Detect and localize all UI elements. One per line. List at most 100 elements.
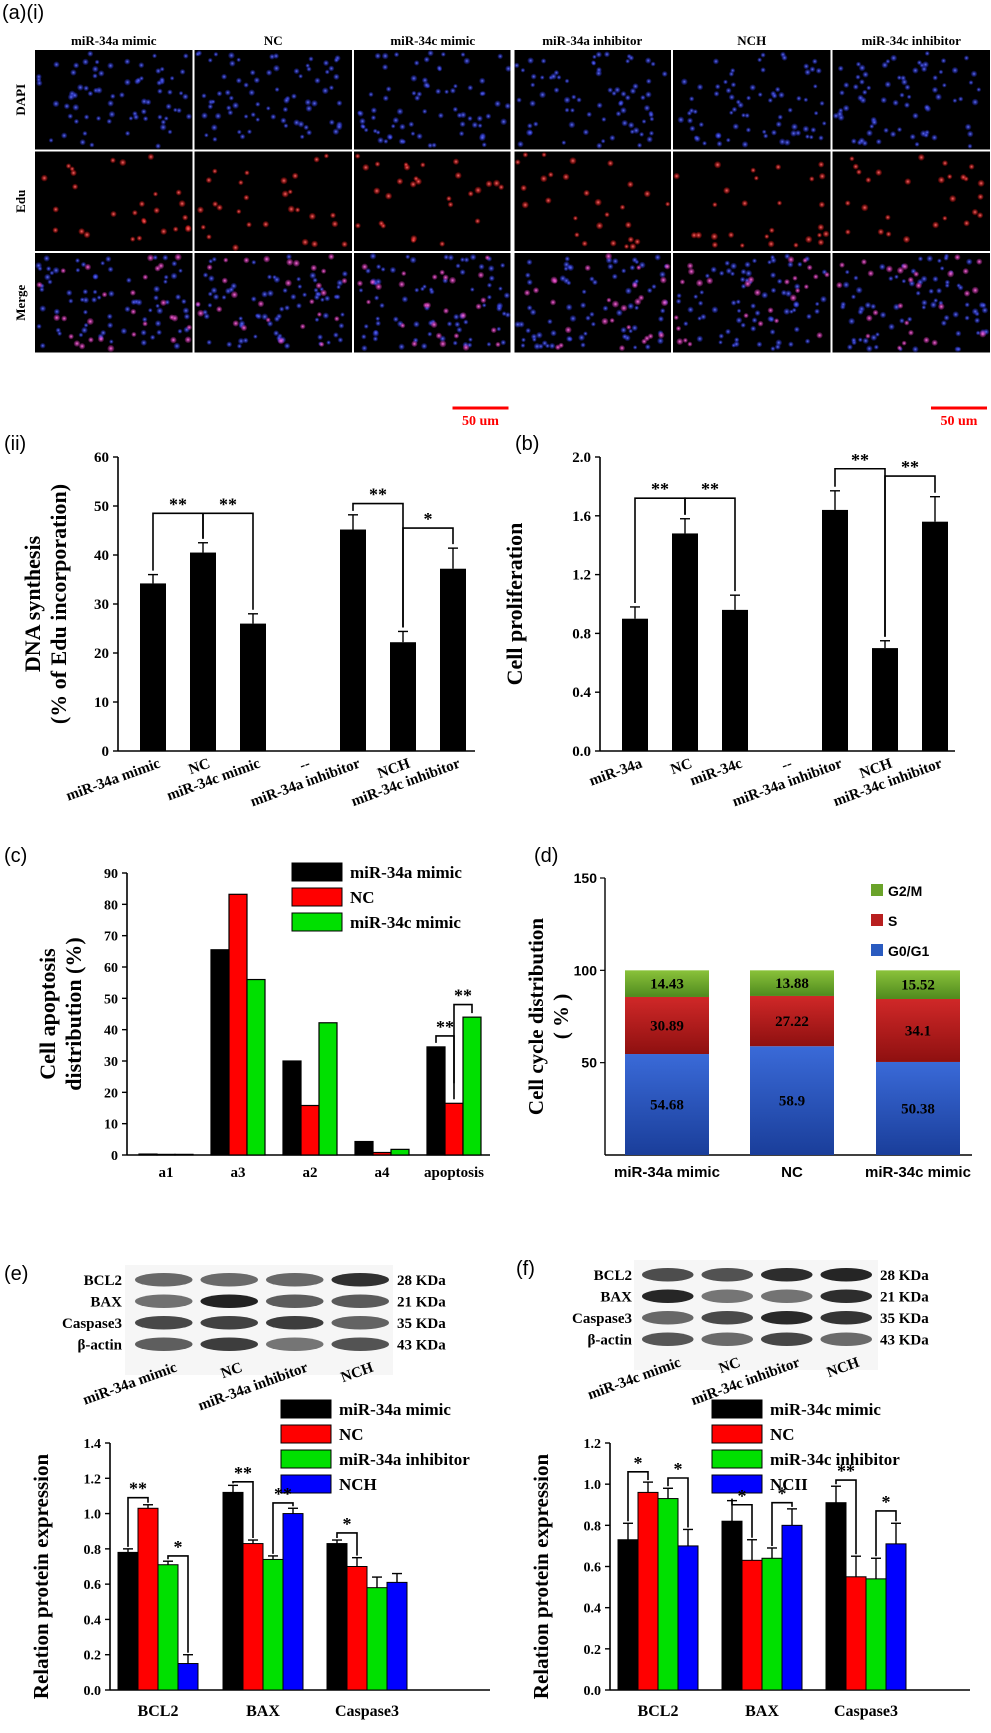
blot-band — [266, 1337, 324, 1351]
dapi-nucleus — [896, 75, 902, 81]
blot-band — [135, 1273, 193, 1287]
edu-nucleus — [160, 228, 168, 235]
chart-cell-apoptosis: 0 10 20 30 40 50 60 70 80 90 Cell apoptosis distrib… — [35, 862, 490, 1181]
edu-nucleus — [960, 174, 967, 181]
dapi-nucleus — [869, 124, 875, 129]
y-tick-label: 10 — [94, 695, 109, 711]
dapi-nucleus — [363, 323, 369, 329]
dapi-nucleus — [843, 82, 850, 89]
significance-label: ** — [369, 485, 387, 505]
micro-panel — [194, 151, 352, 251]
y-tick-label: 30 — [104, 1055, 118, 1070]
dapi-nucleus — [266, 69, 273, 76]
dapi-nucleus — [410, 74, 418, 82]
blot-band — [331, 1316, 389, 1330]
bar — [622, 618, 648, 751]
dapi-nucleus — [751, 317, 758, 324]
dapi-nucleus — [888, 323, 895, 331]
dapi-nucleus — [145, 99, 152, 106]
dapi-nucleus — [569, 315, 577, 322]
x-tick-label: BAX — [745, 1703, 779, 1720]
dapi-nucleus — [155, 303, 160, 309]
blot-kda-label: 43 KDa — [397, 1337, 446, 1353]
dapi-nucleus — [746, 95, 752, 101]
merge-nucleus — [550, 299, 557, 306]
edu-nucleus — [764, 234, 770, 239]
dapi-nucleus — [72, 104, 80, 111]
chart-protein-expression-f: 0.0 0.2 0.4 0.6 0.8 1.0 1.2 Relation protein ex… — [529, 1399, 970, 1720]
dapi-nucleus — [361, 334, 367, 340]
dapi-nucleus — [317, 334, 323, 341]
edu-nucleus — [949, 195, 957, 203]
dapi-nucleus — [639, 131, 645, 137]
dapi-nucleus — [620, 91, 627, 97]
merge-nucleus — [277, 337, 285, 345]
stack-label: 50.38 — [901, 1101, 935, 1117]
edu-nucleus — [521, 201, 529, 209]
merge-nucleus — [221, 277, 228, 284]
edu-nucleus — [942, 215, 948, 221]
dapi-nucleus — [251, 259, 257, 265]
edu-nucleus — [877, 228, 884, 235]
dapi-nucleus — [207, 57, 213, 63]
dapi-nucleus — [648, 130, 655, 136]
merge-nucleus — [334, 316, 340, 322]
dapi-nucleus — [140, 329, 147, 336]
dapi-nucleus — [486, 282, 492, 288]
dapi-nucleus — [236, 129, 242, 135]
dapi-nucleus — [607, 263, 614, 270]
edu-nucleus — [844, 200, 851, 206]
x-tick-label: a3 — [231, 1165, 246, 1181]
edu-nucleus — [673, 172, 680, 180]
blot-band — [820, 1289, 872, 1303]
dapi-nucleus — [859, 79, 865, 85]
dapi-nucleus — [328, 85, 334, 91]
dapi-nucleus — [75, 267, 81, 273]
dapi-nucleus — [163, 279, 168, 284]
dapi-nucleus — [730, 300, 737, 306]
dapi-nucleus — [797, 261, 803, 267]
dapi-nucleus — [842, 104, 850, 112]
merge-nucleus — [154, 265, 161, 272]
edu-nucleus — [522, 152, 529, 158]
dapi-nucleus — [966, 258, 973, 265]
legend-swatch — [711, 1474, 763, 1494]
dapi-nucleus — [550, 73, 557, 80]
blot-row-label: BAX — [600, 1289, 632, 1305]
dapi-nucleus — [771, 93, 778, 99]
bar-NCH — [177, 1663, 199, 1691]
edu-nucleus — [723, 187, 731, 194]
bar-NCH — [282, 1513, 304, 1691]
dapi-nucleus — [179, 69, 186, 75]
dapi-nucleus — [810, 127, 817, 133]
dapi-nucleus — [920, 275, 928, 283]
dapi-nucleus — [654, 254, 661, 261]
merge-nucleus — [328, 253, 335, 260]
dapi-nucleus — [539, 91, 546, 99]
dapi-nucleus — [736, 308, 742, 314]
x-tick-label: apoptosis — [424, 1165, 484, 1181]
legend-swatch — [871, 944, 883, 956]
dapi-nucleus — [323, 60, 330, 66]
dapi-nucleus — [866, 129, 873, 137]
dapi-nucleus — [645, 57, 652, 64]
bar — [390, 642, 416, 751]
bar-miR-34c mimic — [825, 1502, 847, 1691]
dapi-nucleus — [848, 317, 856, 325]
dapi-nucleus — [974, 317, 981, 324]
dapi-nucleus — [851, 294, 856, 300]
dapi-nucleus — [148, 308, 153, 313]
dapi-nucleus — [851, 138, 857, 145]
dapi-nucleus — [981, 307, 989, 314]
dapi-nucleus — [741, 112, 746, 118]
dapi-nucleus — [459, 121, 466, 128]
dapi-nucleus — [814, 301, 820, 307]
dapi-nucleus — [661, 71, 668, 77]
bar — [922, 521, 948, 751]
dapi-nucleus — [735, 99, 741, 105]
dapi-nucleus — [486, 341, 492, 347]
edu-nucleus — [246, 221, 252, 228]
dapi-nucleus — [92, 65, 99, 73]
micro-col-label: miR-34c inhibitor — [862, 33, 962, 48]
